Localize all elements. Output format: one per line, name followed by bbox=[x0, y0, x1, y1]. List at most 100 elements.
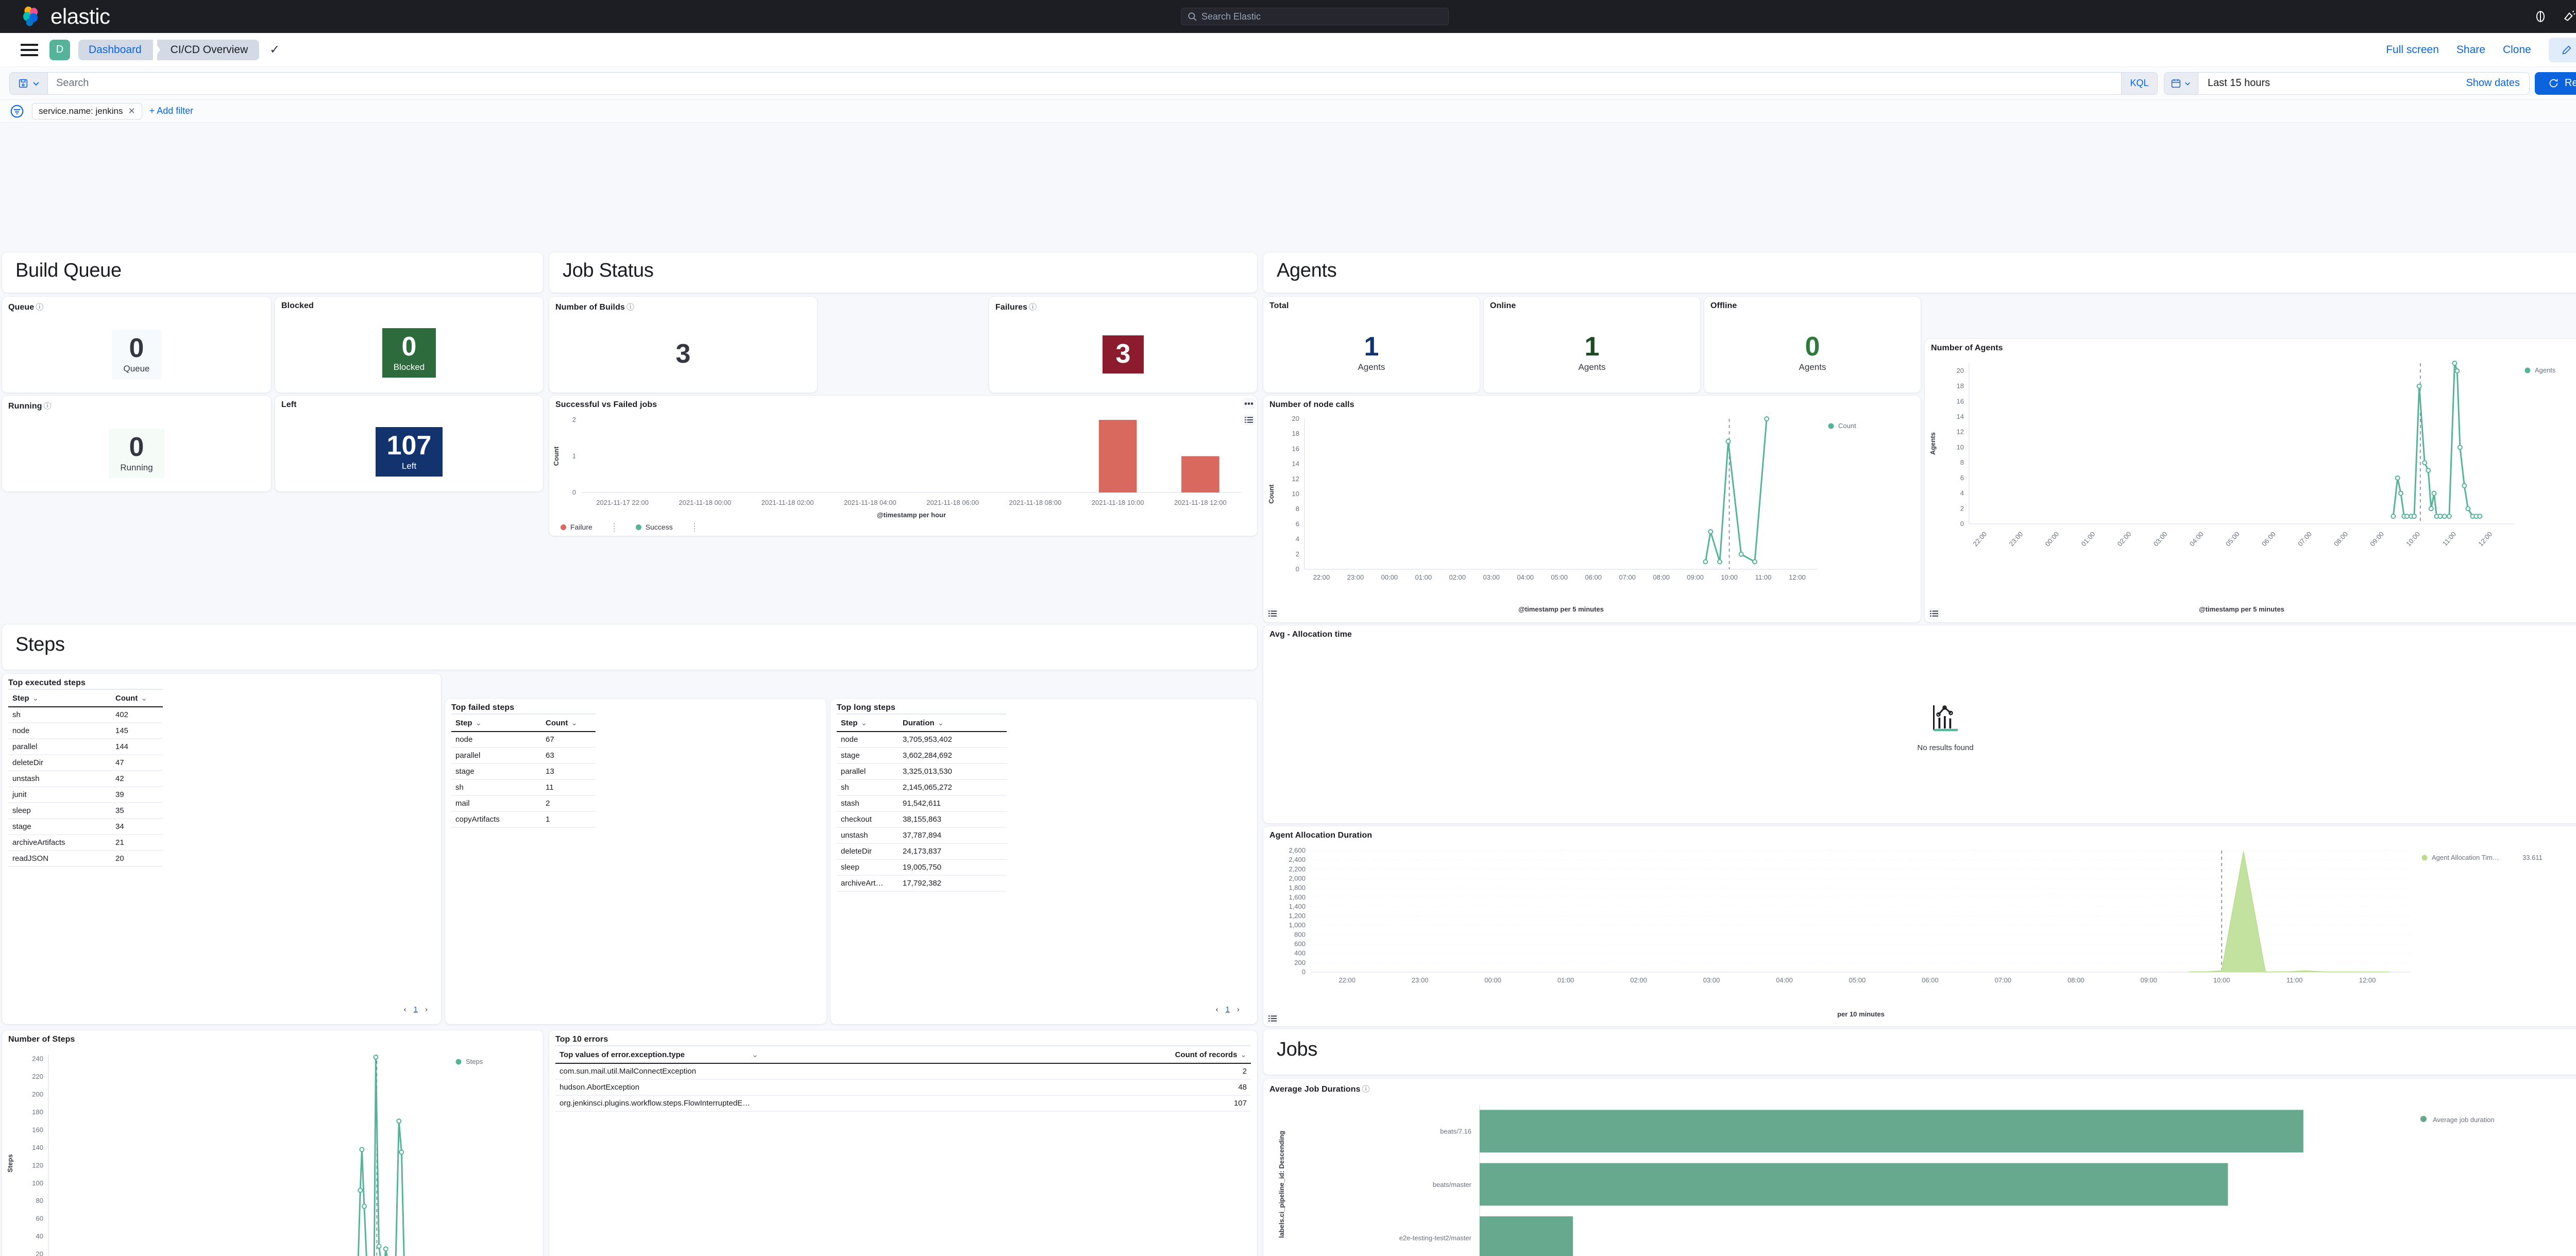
column-header-duration[interactable]: Duration ⌄ bbox=[899, 714, 1007, 732]
table-row[interactable]: archiveArtifacts 21 bbox=[8, 835, 163, 851]
table-row[interactable]: node 3,705,953,402 bbox=[837, 732, 1007, 748]
page-number-1[interactable]: 1 bbox=[1225, 1005, 1230, 1014]
elastic-brand[interactable]: elastic bbox=[21, 4, 110, 29]
panel-running-metric[interactable]: Running ⓘ 0 Running bbox=[2, 396, 271, 491]
column-header-count[interactable]: Count ⌄ bbox=[111, 689, 163, 707]
breadcrumb-dashboard[interactable]: Dashboard bbox=[78, 39, 160, 60]
panel-number-of-steps[interactable]: Number of Steps 020406080100120140160180… bbox=[2, 1030, 543, 1256]
close-icon[interactable]: ✕ bbox=[128, 106, 135, 116]
table-row[interactable]: node 67 bbox=[451, 732, 596, 748]
panel-failures[interactable]: Failures ⓘ 3 bbox=[989, 297, 1257, 393]
info-icon[interactable]: ⓘ bbox=[626, 303, 635, 312]
panel-blocked-metric[interactable]: Blocked 0 Blocked bbox=[275, 297, 543, 393]
table-row[interactable]: hudson.AbortException 48 bbox=[555, 1079, 1251, 1096]
panel-successful-vs-failed-jobs[interactable]: Successful vs Failed jobs 0 1 2 2021-11-17 … bbox=[549, 396, 1257, 536]
info-icon[interactable]: ⓘ bbox=[1362, 1085, 1370, 1094]
table-row[interactable]: stage 3,602,284,692 bbox=[837, 748, 1007, 764]
legend-grip-handle[interactable] bbox=[693, 522, 696, 532]
table-row[interactable]: junit 39 bbox=[8, 787, 163, 803]
panel-inspect-icon[interactable] bbox=[1928, 608, 1940, 619]
panel-top-failed-steps[interactable]: Top failed steps Step ⌄ Count ⌄ node 67 para… bbox=[445, 699, 826, 1024]
add-filter-button[interactable]: + Add filter bbox=[149, 106, 194, 116]
date-picker[interactable]: Last 15 hours Show dates bbox=[2163, 72, 2530, 95]
legend-grip-handle[interactable] bbox=[613, 522, 615, 532]
panel-top-executed-steps[interactable]: Top executed steps Step ⌄ Count ⌄ sh 402 nod… bbox=[2, 674, 441, 1024]
space-avatar[interactable]: D bbox=[49, 39, 70, 60]
table-row[interactable]: stage 13 bbox=[451, 763, 596, 780]
panel-offline-agents[interactable]: Offline 0 Agents bbox=[1704, 297, 1921, 393]
legend-item-failure[interactable]: Failure bbox=[561, 523, 592, 531]
table-row[interactable]: com.sun.mail.util.MailConnectException 2 bbox=[555, 1063, 1251, 1080]
table-row[interactable]: mail 2 bbox=[451, 795, 596, 812]
filter-icon[interactable] bbox=[9, 104, 25, 119]
table-row[interactable]: sh 11 bbox=[451, 779, 596, 796]
page-number-1[interactable]: 1 bbox=[413, 1005, 418, 1014]
calendar-button[interactable] bbox=[2164, 72, 2198, 94]
panel-top-long-steps[interactable]: Top long steps Step ⌄ Duration ⌄ node 3,705… bbox=[831, 699, 1257, 1024]
column-header-step[interactable]: Step ⌄ bbox=[8, 689, 111, 707]
panel-context-menu-icon[interactable] bbox=[1243, 398, 1255, 409]
info-icon[interactable]: ⓘ bbox=[1029, 303, 1037, 312]
panel-number-of-builds[interactable]: Number of Builds ⓘ 3 bbox=[549, 297, 817, 393]
clone-button[interactable]: Clone bbox=[2502, 43, 2531, 56]
table-row[interactable]: sh 2,145,065,272 bbox=[837, 779, 1007, 796]
help-icon[interactable] bbox=[2534, 10, 2547, 23]
panel-total-agents[interactable]: Total 1 Agents bbox=[1263, 297, 1480, 393]
table-row[interactable]: parallel 144 bbox=[8, 739, 163, 755]
table-row[interactable]: node 145 bbox=[8, 723, 163, 739]
legend-item-success[interactable]: Success bbox=[635, 523, 673, 531]
panel-number-of-agents[interactable]: Number of Agents 0 2 4 6 8 10 12 14 16 18 20 22:00 2… bbox=[1925, 339, 2576, 622]
saved-query-button[interactable] bbox=[9, 72, 47, 95]
table-row[interactable]: deleteDir 24,173,837 bbox=[837, 843, 1007, 860]
breadcrumb-current[interactable]: CI/CD Overview bbox=[157, 39, 260, 60]
table-row[interactable]: parallel 63 bbox=[451, 748, 596, 764]
announcement-icon[interactable] bbox=[2563, 10, 2576, 23]
table-row[interactable]: stage 34 bbox=[8, 819, 163, 835]
table-row[interactable]: sleep 19,005,750 bbox=[837, 859, 1007, 876]
table-row[interactable]: unstash 42 bbox=[8, 771, 163, 787]
panel-top-10-errors[interactable]: Top 10 errors Top values of error.except… bbox=[549, 1030, 1257, 1256]
query-language-button[interactable]: KQL bbox=[2121, 72, 2158, 95]
column-header-exception-type[interactable]: Top values of error.exception.type ⌄ bbox=[555, 1045, 1098, 1064]
info-icon[interactable]: ⓘ bbox=[43, 402, 52, 411]
table-row[interactable]: org.jenkinsci.plugins.workflow.steps.Flo… bbox=[555, 1095, 1251, 1112]
table-row[interactable]: archiveArt… 17,792,382 bbox=[837, 875, 1007, 892]
column-header-step[interactable]: Step ⌄ bbox=[451, 714, 541, 732]
previous-page-button[interactable]: ‹ bbox=[1215, 1005, 1218, 1014]
table-row[interactable]: sleep 35 bbox=[8, 803, 163, 819]
panel-avg-allocation-time[interactable]: Avg - Allocation time No results found bbox=[1263, 625, 2576, 823]
panel-left-metric[interactable]: Left 107 Left bbox=[275, 396, 543, 491]
panel-queue-metric[interactable]: Queue ⓘ 0 Queue bbox=[2, 297, 271, 393]
search-input[interactable]: Search bbox=[47, 72, 2122, 95]
table-row[interactable]: parallel 3,325,013,530 bbox=[837, 763, 1007, 780]
table-row[interactable]: sh 402 bbox=[8, 707, 163, 723]
panel-inspect-icon[interactable] bbox=[1243, 414, 1255, 426]
previous-page-button[interactable]: ‹ bbox=[403, 1005, 406, 1014]
share-button[interactable]: Share bbox=[2456, 43, 2485, 56]
column-header-count-of-records[interactable]: Count of records ⌄ bbox=[1098, 1045, 1251, 1064]
next-page-button[interactable]: › bbox=[1237, 1005, 1240, 1014]
column-header-step[interactable]: Step ⌄ bbox=[837, 714, 899, 732]
table-row[interactable]: readJSON 20 bbox=[8, 851, 163, 867]
panel-online-agents[interactable]: Online 1 Agents bbox=[1484, 297, 1700, 393]
table-row[interactable]: checkout 38,155,863 bbox=[837, 811, 1007, 828]
panel-inspect-icon[interactable] bbox=[1266, 608, 1279, 619]
show-dates-button[interactable]: Show dates bbox=[2466, 77, 2520, 89]
column-header-count[interactable]: Count ⌄ bbox=[541, 714, 596, 732]
table-row[interactable]: deleteDir 47 bbox=[8, 755, 163, 771]
panel-number-of-node-calls[interactable]: Number of node calls 0 2 4 6 8 10 12 14 16 18 20 22… bbox=[1263, 396, 1921, 622]
table-row[interactable]: stash 91,542,611 bbox=[837, 795, 1007, 812]
edit-button[interactable]: Edit bbox=[2548, 37, 2576, 62]
full-screen-button[interactable]: Full screen bbox=[2386, 43, 2439, 56]
next-page-button[interactable]: › bbox=[425, 1005, 428, 1014]
panel-average-job-durations[interactable]: Average Job Durations ⓘ beats/7.16 beats/m… bbox=[1263, 1079, 2576, 1256]
panel-inspect-icon[interactable] bbox=[1266, 1013, 1279, 1024]
global-search-input[interactable]: Search Elastic bbox=[1181, 8, 1449, 25]
refresh-button[interactable]: Refresh bbox=[2534, 72, 2576, 95]
table-row[interactable]: copyArtifacts 1 bbox=[451, 811, 596, 828]
filter-pill-service-name[interactable]: service.name: jenkins ✕ bbox=[32, 103, 142, 120]
panel-agent-allocation-duration[interactable]: Agent Allocation Duration 0 200 400 600 800 1… bbox=[1263, 826, 2576, 1026]
table-row[interactable]: unstash 37,787,894 bbox=[837, 827, 1007, 844]
menu-icon[interactable] bbox=[21, 43, 38, 56]
info-icon[interactable]: ⓘ bbox=[36, 303, 44, 312]
